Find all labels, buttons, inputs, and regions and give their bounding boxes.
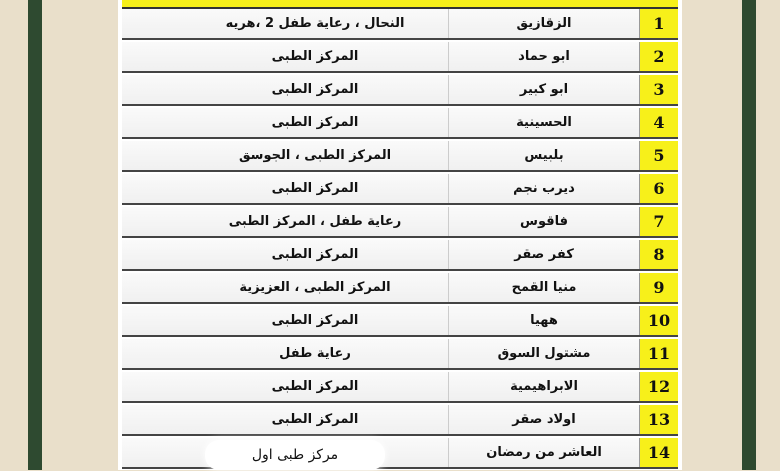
table-row: 12 الابراهيمية المركز الطبى: [122, 372, 678, 403]
district-name: ههيا: [448, 306, 639, 335]
table-row: 13 اولاد صقر المركز الطبى: [122, 405, 678, 436]
facility-list: المركز الطبى ، الجوسق: [238, 148, 392, 163]
row-number: 4: [639, 108, 678, 137]
right-frame-bar: [742, 0, 756, 470]
facility-list: المركز الطبى: [271, 412, 359, 427]
table-header-band: [122, 0, 678, 9]
row-number: 1: [639, 9, 678, 38]
table-row: 2 ابو حماد المركز الطبى: [122, 42, 678, 73]
row-number: 2: [639, 42, 678, 71]
facility-list: رعاية طفل: [279, 346, 351, 361]
facility-list: رعاية طفل ، المركز الطبى: [228, 214, 402, 229]
district-name: الابراهيمية: [448, 372, 639, 401]
table-row: 8 كفر صقر المركز الطبى: [122, 240, 678, 271]
district-name: ديرب نجم: [448, 174, 639, 203]
district-name: مشتول السوق: [448, 339, 639, 368]
row-number: 5: [639, 141, 678, 170]
row-number: 9: [639, 273, 678, 302]
centers-table: 1 الزقازيق النحال ، رعاية طفل 2 ،هريه 2 ابو …: [122, 9, 678, 471]
row-number: 8: [639, 240, 678, 269]
table-row: 7 فاقوس رعاية طفل ، المركز الطبى: [122, 207, 678, 238]
facility-list: النحال ، رعاية طفل 2 ،هريه: [225, 16, 405, 31]
district-name: منيا القمح: [448, 273, 639, 302]
facility-list: المركز الطبى: [271, 49, 359, 64]
row-number: 3: [639, 75, 678, 104]
table-row: 10 ههيا المركز الطبى: [122, 306, 678, 337]
table-row: 1 الزقازيق النحال ، رعاية طفل 2 ،هريه: [122, 9, 678, 40]
district-name: الحسينية: [448, 108, 639, 137]
row-number: 10: [639, 306, 678, 335]
facility-list: المركز الطبى ، العزيزية: [239, 280, 391, 295]
district-name: ابو كبير: [448, 75, 639, 104]
table-row: 3 ابو كبير المركز الطبى: [122, 75, 678, 106]
district-name: بلبيس: [448, 141, 639, 170]
district-name: الزقازيق: [448, 9, 639, 38]
facility-list: المركز الطبى: [271, 313, 359, 328]
district-name: ابو حماد: [448, 42, 639, 71]
table-row: 4 الحسينية المركز الطبى: [122, 108, 678, 139]
facility-list: المركز الطبى: [271, 115, 359, 130]
table-row: 6 ديرب نجم المركز الطبى: [122, 174, 678, 205]
row-number: 13: [639, 405, 678, 434]
row-number: 11: [639, 339, 678, 368]
table-row: 11 مشتول السوق رعاية طفل: [122, 339, 678, 370]
facility-list: المركز الطبى: [271, 82, 359, 97]
facility-list: المركز الطبى: [271, 181, 359, 196]
row-number: 6: [639, 174, 678, 203]
row-number: 7: [639, 207, 678, 236]
table-row: 5 بلبيس المركز الطبى ، الجوسق: [122, 141, 678, 172]
overlay-note: مركز طبى اول: [205, 440, 385, 470]
row-number: 14: [639, 438, 678, 467]
facility-list: المركز الطبى: [271, 247, 359, 262]
row-number: 12: [639, 372, 678, 401]
district-name: كفر صقر: [448, 240, 639, 269]
left-frame-bar: [28, 0, 42, 470]
table-row: 9 منيا القمح المركز الطبى ، العزيزية: [122, 273, 678, 304]
district-name: فاقوس: [448, 207, 639, 236]
district-name: اولاد صقر: [448, 405, 639, 434]
facility-list: المركز الطبى: [271, 379, 359, 394]
district-name: العاشر من رمضان: [448, 438, 639, 467]
